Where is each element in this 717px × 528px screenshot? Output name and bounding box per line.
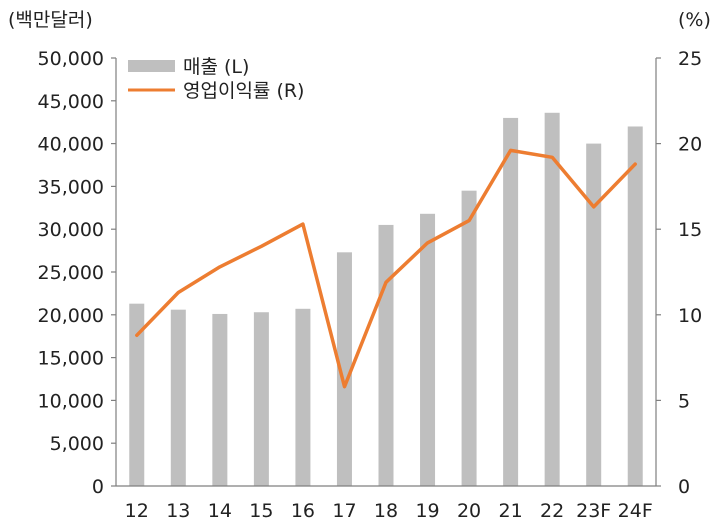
revenue-bar — [461, 190, 477, 486]
left-tick-label: 50,000 — [38, 48, 104, 70]
margin-point — [136, 334, 138, 336]
legend-line-label: 영업이익률 (R) — [183, 80, 304, 102]
x-tick-label: 12 — [125, 500, 149, 522]
margin-point — [634, 163, 636, 165]
margin-point — [510, 149, 512, 151]
right-tick-label: 10 — [678, 305, 702, 327]
right-tick-label: 5 — [678, 390, 690, 412]
right-tick-label: 25 — [678, 48, 702, 70]
revenue-bar — [503, 117, 519, 487]
revenue-bar — [212, 313, 228, 486]
margin-point — [302, 223, 304, 225]
left-tick-label: 40,000 — [38, 134, 104, 156]
x-tick-label: 16 — [291, 500, 315, 522]
revenue-bar — [170, 309, 186, 486]
x-tick-label: 14 — [208, 500, 232, 522]
left-tick-label: 25,000 — [38, 262, 104, 284]
legend-bar-label: 매출 (L) — [183, 56, 249, 78]
left-tick-label: 45,000 — [38, 91, 104, 113]
left-tick-label: 35,000 — [38, 176, 104, 198]
revenue-bar — [378, 224, 394, 487]
x-tick-label: 17 — [332, 500, 356, 522]
margin-line-layer — [135, 148, 637, 389]
right-tick-label: 0 — [678, 476, 690, 498]
left-axis-ticks: 0 5,000 10,000 15,000 20,000 25,000 30,000 35,0… — [38, 48, 104, 498]
revenue-bar — [586, 143, 602, 486]
x-tick-label: 21 — [499, 500, 523, 522]
right-axis-ticks: 0 5 10 15 20 25 — [678, 48, 702, 498]
revenue-bars — [129, 112, 643, 487]
margin-point — [468, 220, 470, 222]
left-tick-label: 0 — [92, 476, 104, 498]
axes — [111, 57, 661, 487]
revenue-bar — [129, 303, 145, 486]
x-tick-label: 22 — [540, 500, 564, 522]
revenue-bar — [544, 112, 560, 486]
margin-point — [427, 242, 429, 244]
left-tick-label: 15,000 — [38, 348, 104, 370]
left-tick-label: 5,000 — [50, 433, 104, 455]
margin-point — [385, 281, 387, 283]
x-tick-label: 13 — [166, 500, 190, 522]
margin-point — [551, 156, 553, 158]
left-tick-label: 20,000 — [38, 305, 104, 327]
margin-point — [219, 266, 221, 268]
margin-point — [177, 292, 179, 294]
margin-point — [260, 245, 262, 247]
x-axis-ticks: 12 13 14 15 16 17 18 19 20 21 22 23F 24F — [125, 500, 653, 522]
x-tick-label: 24F — [618, 500, 653, 522]
legend-bar-swatch — [128, 60, 175, 72]
right-tick-label: 20 — [678, 134, 702, 156]
left-axis-unit-label: (백만달러) — [8, 9, 93, 31]
x-tick-label: 18 — [374, 500, 398, 522]
left-tick-label: 10,000 — [38, 390, 104, 412]
x-tick-label: 15 — [249, 500, 273, 522]
right-tick-label: 15 — [678, 219, 702, 241]
revenue-bar — [627, 126, 643, 486]
legend: 매출 (L) 영업이익률 (R) — [128, 56, 304, 102]
revenue-bar — [295, 308, 311, 486]
revenue-bar — [253, 312, 269, 486]
revenue-bar — [336, 252, 352, 486]
x-tick-label: 23F — [576, 500, 611, 522]
x-tick-label: 20 — [457, 500, 481, 522]
right-axis-unit-label: (%) — [678, 9, 711, 31]
margin-point — [593, 206, 595, 208]
revenue-bar — [420, 213, 436, 487]
x-tick-label: 19 — [415, 500, 439, 522]
margin-point — [343, 386, 345, 388]
left-tick-label: 30,000 — [38, 219, 104, 241]
